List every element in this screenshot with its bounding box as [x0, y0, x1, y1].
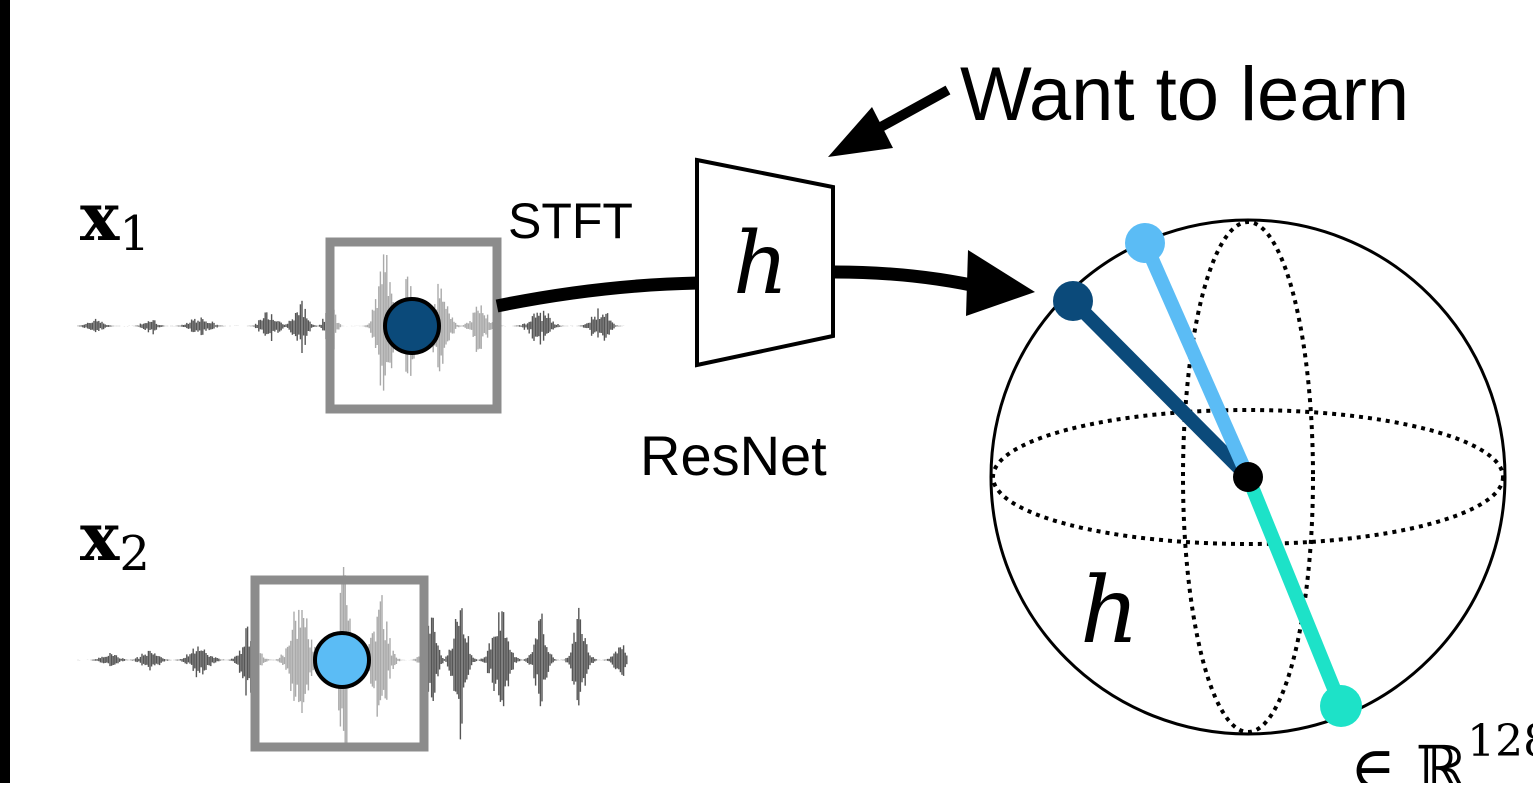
third-embedding-vector — [1241, 474, 1348, 709]
third-embedding-point — [1320, 685, 1362, 727]
waveform-x1 — [77, 254, 625, 391]
x1-label: x1 — [80, 178, 150, 262]
x2-embedding-point — [1125, 223, 1165, 263]
want-to-learn-arrow-shaft — [867, 85, 951, 138]
embedding-space-label: ∈ ℝ128 — [1350, 716, 1533, 783]
sphere-meridian — [1181, 220, 1315, 734]
stft-window-x1 — [325, 237, 502, 414]
want-to-learn-label: Want to learn — [960, 52, 1409, 137]
network-symbol: h — [733, 214, 788, 314]
left-border — [0, 0, 10, 783]
resnet-label: ResNet — [640, 424, 827, 487]
want-to-learn-arrowhead — [828, 107, 893, 157]
stft-window-x2 — [250, 575, 429, 752]
sphere-equator — [991, 408, 1505, 546]
stft-label: STFT — [508, 193, 633, 249]
output-arrow-shaft — [834, 265, 987, 295]
output-arrowhead — [966, 250, 1035, 316]
x2-embedding-vector — [1138, 240, 1255, 480]
x1-point — [383, 297, 441, 355]
x1-embedding-point — [1053, 281, 1093, 321]
resnet-block — [695, 157, 835, 368]
x2-label: x2 — [80, 498, 150, 582]
sphere-center — [1233, 462, 1263, 492]
sphere-symbol: h — [1080, 557, 1139, 664]
x1-embedding-vector — [1068, 296, 1253, 482]
input-arrow — [495, 276, 699, 313]
x2-point — [313, 631, 371, 689]
